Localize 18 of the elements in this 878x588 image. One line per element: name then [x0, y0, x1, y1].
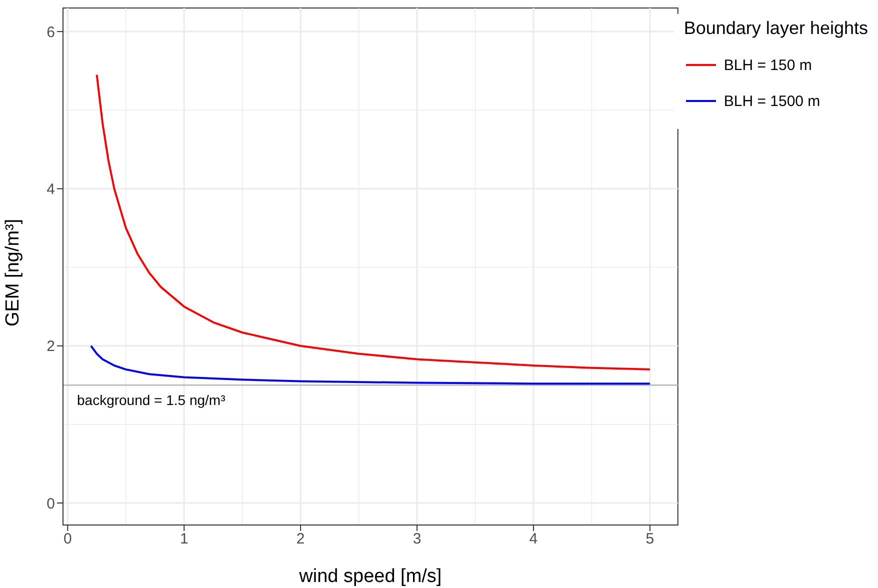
x-tick-label: 1 [180, 530, 188, 548]
y-axis-title: GEM [ng/m³] [2, 218, 24, 326]
y-tick-label: 2 [46, 338, 55, 356]
ref-line-label: background = 1.5 ng/m³ [77, 392, 226, 408]
y-tick-label: 6 [46, 24, 55, 41]
x-axis-title: wind speed [m/s] [298, 566, 442, 587]
legend-title: Boundary layer heights [684, 18, 868, 39]
legend-label: BLH = 150 m [722, 56, 813, 76]
line-series [90, 344, 651, 385]
x-tick-label: 0 [63, 530, 72, 548]
x-tick-label: 2 [296, 530, 305, 548]
y-tick-label: 4 [46, 181, 55, 198]
y-tick-label: 0 [46, 495, 55, 512]
x-tick-label: 4 [529, 530, 538, 548]
x-tick-label: 5 [646, 530, 654, 548]
x-tick-label: 3 [412, 530, 422, 548]
legend-label: BLH = 1500 m [722, 92, 822, 112]
line-series [96, 74, 651, 370]
